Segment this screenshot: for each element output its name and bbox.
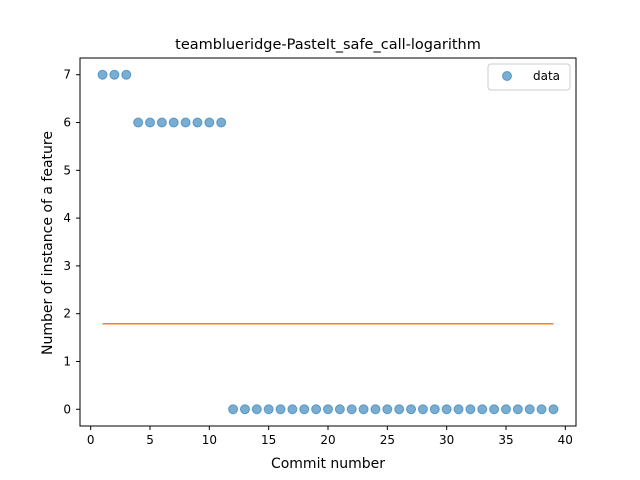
data-point — [239, 404, 250, 415]
x-tick-label: 15 — [261, 433, 276, 447]
data-point — [97, 69, 108, 80]
data-point — [500, 404, 511, 415]
x-tick-label: 25 — [380, 433, 395, 447]
y-tick-label: 7 — [63, 68, 71, 82]
plot-area — [79, 57, 577, 427]
data-point — [358, 404, 369, 415]
data-point — [323, 404, 333, 415]
data-point — [512, 404, 523, 415]
data-point — [216, 117, 227, 128]
data-point — [109, 69, 120, 80]
data-point — [346, 404, 357, 415]
data-point — [192, 117, 203, 128]
data-point — [465, 404, 476, 415]
data-point — [536, 404, 547, 415]
legend-frame — [487, 63, 571, 91]
legend: data — [487, 63, 571, 91]
data-point — [441, 404, 452, 415]
x-axis: 0 5 10 15 20 25 30 35 40 — [87, 426, 573, 447]
chart-title: teamblueridge-PasteIt_safe_call-logarith… — [175, 37, 481, 53]
data-point — [263, 404, 274, 415]
data-point — [133, 117, 144, 128]
data-point — [334, 404, 345, 415]
data-point — [370, 404, 381, 415]
data-point — [406, 404, 417, 415]
x-axis-label: Commit number — [271, 456, 385, 472]
x-tick-label: 30 — [439, 433, 454, 447]
data-point — [287, 404, 298, 415]
y-tick-label: 3 — [63, 259, 71, 273]
data-point — [429, 404, 440, 415]
data-point — [204, 117, 215, 128]
data-point — [417, 404, 428, 415]
x-tick-label: 20 — [320, 433, 335, 447]
data-point — [453, 404, 464, 415]
data-point — [275, 404, 286, 415]
data-point — [180, 117, 191, 128]
legend-label: data — [533, 69, 560, 83]
data-point — [489, 404, 500, 415]
data-point — [382, 404, 393, 415]
x-tick-label: 10 — [202, 433, 217, 447]
data-point — [156, 117, 167, 128]
y-tick-label: 4 — [63, 211, 71, 225]
data-point — [168, 117, 179, 128]
data-point — [394, 404, 405, 415]
x-tick-label: 40 — [558, 433, 573, 447]
data-point — [251, 404, 262, 415]
x-tick-label: 35 — [498, 433, 513, 447]
data-point — [524, 404, 535, 415]
y-tick-label: 5 — [63, 163, 71, 177]
data-point — [121, 69, 132, 80]
data-point — [548, 404, 559, 415]
data-point — [299, 404, 310, 415]
legend-marker — [502, 71, 512, 81]
y-tick-label: 0 — [63, 402, 71, 416]
y-axis-label: Number of instance of a feature — [40, 131, 56, 355]
y-axis: 0 1 2 3 4 5 6 7 — [63, 68, 80, 416]
data-point — [477, 404, 488, 415]
y-tick-label: 2 — [63, 307, 71, 321]
x-tick-label: 5 — [146, 433, 154, 447]
data-point — [228, 404, 239, 415]
data-point — [311, 404, 322, 415]
data-point — [145, 117, 156, 128]
x-tick-label: 0 — [87, 433, 95, 447]
y-tick-label: 1 — [63, 354, 71, 368]
y-tick-label: 6 — [63, 116, 71, 130]
